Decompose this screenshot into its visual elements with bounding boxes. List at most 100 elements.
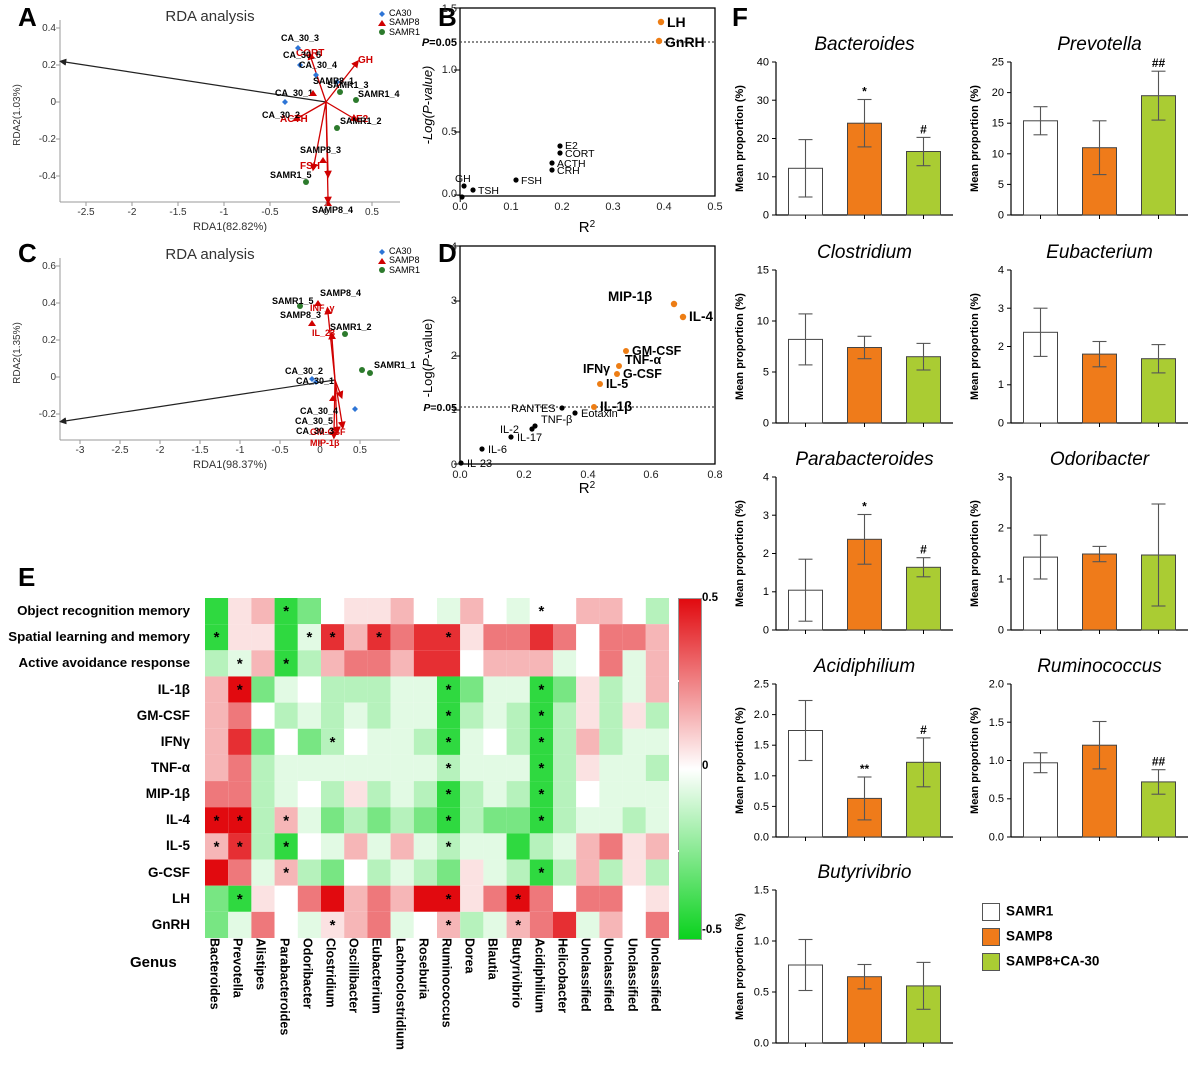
- svg-text:*: *: [283, 655, 289, 672]
- svg-text:-1: -1: [236, 445, 245, 456]
- svg-text:*: *: [862, 500, 867, 514]
- svg-text:1: 1: [998, 574, 1004, 586]
- svg-text:TNF-β: TNF-β: [541, 414, 572, 426]
- svg-text:*: *: [283, 603, 289, 620]
- svg-text:1.0: 1.0: [754, 936, 769, 948]
- svg-text:CA_30_2: CA_30_2: [285, 366, 323, 376]
- svg-text:4: 4: [451, 241, 457, 253]
- svg-text:-0.5: -0.5: [261, 207, 279, 218]
- svg-text:1.5: 1.5: [989, 717, 1004, 729]
- svg-text:0.2: 0.2: [42, 60, 56, 71]
- svg-text:-2: -2: [156, 445, 165, 456]
- svg-text:GH: GH: [455, 173, 471, 185]
- svg-text:-3: -3: [76, 445, 85, 456]
- svg-text:*: *: [446, 838, 452, 855]
- svg-text:#: #: [920, 723, 927, 737]
- svg-text:25: 25: [992, 57, 1004, 69]
- svg-text:CA_30_3: CA_30_3: [281, 33, 319, 43]
- svg-text:0: 0: [50, 372, 56, 383]
- svg-text:0: 0: [763, 625, 769, 637]
- svg-text:2.0: 2.0: [754, 709, 769, 721]
- svg-text:-0.2: -0.2: [39, 134, 57, 145]
- svg-text:Mean proportion (%): Mean proportion (%): [969, 707, 981, 814]
- svg-text:*: *: [283, 838, 289, 855]
- svg-text:0.5: 0.5: [754, 801, 769, 813]
- svg-text:0.2: 0.2: [554, 201, 569, 213]
- svg-text:*: *: [446, 786, 452, 803]
- svg-text:0: 0: [763, 210, 769, 222]
- svg-text:RDA2(1.03%): RDA2(1.03%): [12, 84, 23, 146]
- svg-text:0.0: 0.0: [989, 832, 1004, 844]
- svg-text:FSH: FSH: [521, 175, 542, 187]
- svg-text:*: *: [237, 812, 243, 829]
- svg-text:0: 0: [763, 418, 769, 430]
- svg-text:*: *: [538, 760, 544, 777]
- svg-text:P=0.05: P=0.05: [423, 402, 457, 414]
- svg-text:3: 3: [998, 472, 1004, 484]
- svg-text:Mean proportion (%): Mean proportion (%): [734, 707, 746, 814]
- svg-text:SAMP8_4: SAMP8_4: [320, 288, 361, 298]
- svg-text:2: 2: [763, 548, 769, 560]
- svg-text:IL-5: IL-5: [606, 377, 628, 391]
- svg-text:15: 15: [992, 118, 1004, 130]
- svg-text:*: *: [862, 85, 867, 99]
- svg-text:RDA1(82.82%): RDA1(82.82%): [193, 221, 267, 232]
- svg-text:-Log(P-value): -Log(P-value): [420, 66, 435, 145]
- svg-text:Prevotella: Prevotella: [1057, 34, 1142, 55]
- svg-text:CA_30_2: CA_30_2: [262, 110, 300, 120]
- svg-text:*: *: [376, 629, 382, 646]
- svg-text:30: 30: [757, 95, 769, 107]
- svg-text:-2.5: -2.5: [111, 445, 129, 456]
- svg-text:LH: LH: [667, 14, 686, 30]
- svg-text:GnRH: GnRH: [665, 34, 705, 50]
- svg-text:1.0: 1.0: [754, 770, 769, 782]
- svg-text:-2.5: -2.5: [77, 207, 95, 218]
- svg-text:*: *: [330, 629, 336, 646]
- svg-text:10: 10: [992, 148, 1004, 160]
- svg-text:*: *: [330, 917, 336, 934]
- svg-text:10: 10: [757, 316, 769, 328]
- svg-text:*: *: [538, 603, 544, 620]
- svg-text:5: 5: [763, 367, 769, 379]
- svg-text:*: *: [237, 891, 243, 908]
- svg-text:2: 2: [998, 523, 1004, 535]
- svg-text:CA_30_5: CA_30_5: [283, 50, 321, 60]
- svg-text:2: 2: [998, 341, 1004, 353]
- svg-text:0.5: 0.5: [353, 445, 367, 456]
- svg-text:Mean proportion (%): Mean proportion (%): [734, 500, 746, 607]
- svg-text:3: 3: [998, 303, 1004, 315]
- svg-text:*: *: [214, 629, 220, 646]
- svg-text:*: *: [237, 682, 243, 699]
- svg-text:*: *: [306, 629, 312, 646]
- svg-text:*: *: [446, 760, 452, 777]
- svg-text:0.4: 0.4: [42, 298, 56, 309]
- svg-text:0.2: 0.2: [42, 335, 56, 346]
- svg-text:SAMR1: SAMR1: [389, 27, 420, 37]
- svg-text:0.0: 0.0: [754, 1038, 769, 1050]
- svg-text:CA_30_5: CA_30_5: [295, 416, 333, 426]
- svg-text:IL-17: IL-17: [517, 432, 542, 444]
- svg-text:TSH: TSH: [478, 185, 499, 197]
- svg-text:0.2: 0.2: [516, 469, 531, 481]
- svg-text:RDA2(1.35%): RDA2(1.35%): [12, 322, 23, 384]
- svg-text:Mean proportion (%): Mean proportion (%): [969, 85, 981, 192]
- svg-text:R2: R2: [579, 480, 596, 498]
- svg-text:*: *: [538, 812, 544, 829]
- svg-text:SAMP8_4: SAMP8_4: [312, 205, 353, 215]
- svg-text:0.5: 0.5: [754, 987, 769, 999]
- svg-text:*: *: [283, 812, 289, 829]
- svg-text:G-CSF: G-CSF: [623, 367, 662, 381]
- svg-text:SAMP8_3: SAMP8_3: [280, 310, 321, 320]
- svg-text:1.0: 1.0: [989, 755, 1004, 767]
- svg-text:Butyrivibrio: Butyrivibrio: [818, 862, 912, 883]
- svg-text:*: *: [214, 812, 220, 829]
- svg-text:20: 20: [757, 133, 769, 145]
- svg-text:20: 20: [992, 87, 1004, 99]
- svg-text:CRH: CRH: [557, 165, 580, 177]
- svg-text:1: 1: [998, 379, 1004, 391]
- svg-text:0.8: 0.8: [707, 469, 722, 481]
- svg-text:R2: R2: [579, 219, 596, 237]
- svg-text:15: 15: [757, 265, 769, 277]
- svg-text:-0.2: -0.2: [39, 409, 57, 420]
- svg-text:SAMR1_5: SAMR1_5: [272, 296, 314, 306]
